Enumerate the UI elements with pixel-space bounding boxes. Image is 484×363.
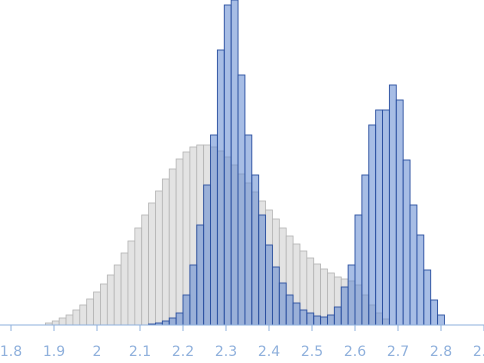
histogram-bar (223, 4, 232, 326)
x-tick-label: 2.7 (387, 344, 409, 360)
histogram-bar (292, 302, 301, 326)
histogram-bar (203, 184, 211, 326)
histogram-bar (320, 316, 328, 326)
histogram-bar (430, 299, 439, 326)
histogram-bar (402, 159, 411, 326)
histogram-bar (347, 264, 356, 326)
histogram-bar (437, 314, 445, 326)
histogram-bar (168, 317, 177, 326)
histogram-bar (265, 244, 273, 326)
histogram-bar (354, 214, 363, 326)
histogram-bar (361, 174, 370, 326)
histogram-bar (106, 274, 115, 326)
histogram-bar (175, 312, 184, 326)
histogram-bar (113, 264, 122, 326)
histogram-bar (409, 204, 418, 326)
histogram-bar (340, 286, 349, 326)
histogram-bar (93, 291, 101, 326)
histogram-bar (382, 109, 390, 326)
histogram-bar (189, 264, 198, 326)
histogram-bar (168, 168, 177, 326)
histogram-bar (368, 124, 377, 326)
histogram-bar (120, 252, 129, 326)
histogram-bar (100, 283, 108, 326)
histogram-bar (244, 134, 253, 326)
histogram-bar (216, 49, 225, 326)
histogram-bar (127, 240, 136, 326)
histogram-bar (285, 294, 294, 326)
histogram-bar (210, 134, 218, 326)
histogram-bar (51, 320, 60, 326)
histogram-bar (58, 317, 67, 326)
histogram-bar (161, 320, 170, 326)
histogram-bar (388, 84, 397, 326)
histogram-bar (86, 298, 94, 326)
histogram-bar (375, 109, 383, 326)
histogram-bar (79, 304, 88, 326)
histogram-bar (299, 309, 308, 326)
x-tick-label: 1.9 (43, 344, 65, 360)
x-tick-label: 2.4 (258, 344, 280, 360)
x-tick-label: 2 (93, 344, 102, 360)
histogram-bar (313, 315, 322, 326)
histogram-bar (148, 202, 156, 326)
histogram-bar (230, 0, 239, 326)
histogram-bar (327, 314, 335, 326)
x-tick-label: 1.8 (0, 344, 22, 360)
x-tick-label: 2.8 (430, 344, 452, 360)
x-tick-label: 2.3 (215, 344, 237, 360)
histogram-bar (161, 178, 170, 326)
histogram-bar (271, 266, 280, 326)
histogram-bar (258, 214, 267, 326)
histogram-bar (237, 74, 246, 326)
x-tick-label: 2.2 (172, 344, 194, 360)
histogram-bar (175, 158, 184, 326)
histogram-bar (134, 227, 143, 326)
histogram-bar (182, 294, 191, 326)
x-tick-label: 2.1 (129, 344, 151, 360)
x-tick-label: 2.5 (301, 344, 323, 360)
histogram-bar (155, 190, 163, 326)
x-tick-label: 2.9 (473, 344, 484, 360)
histogram-bar (306, 312, 315, 326)
histogram-bar (278, 282, 287, 326)
histogram-bar (196, 224, 205, 326)
x-tick-label: 2.6 (344, 344, 366, 360)
histogram-bar (72, 309, 81, 326)
histogram-bar (65, 314, 74, 326)
histogram-bar (395, 99, 404, 326)
histogram-bar (333, 306, 342, 326)
histogram-bar (251, 174, 260, 326)
histogram-bar (416, 234, 425, 326)
histogram-bar (141, 214, 150, 326)
histogram-bar (423, 269, 432, 326)
